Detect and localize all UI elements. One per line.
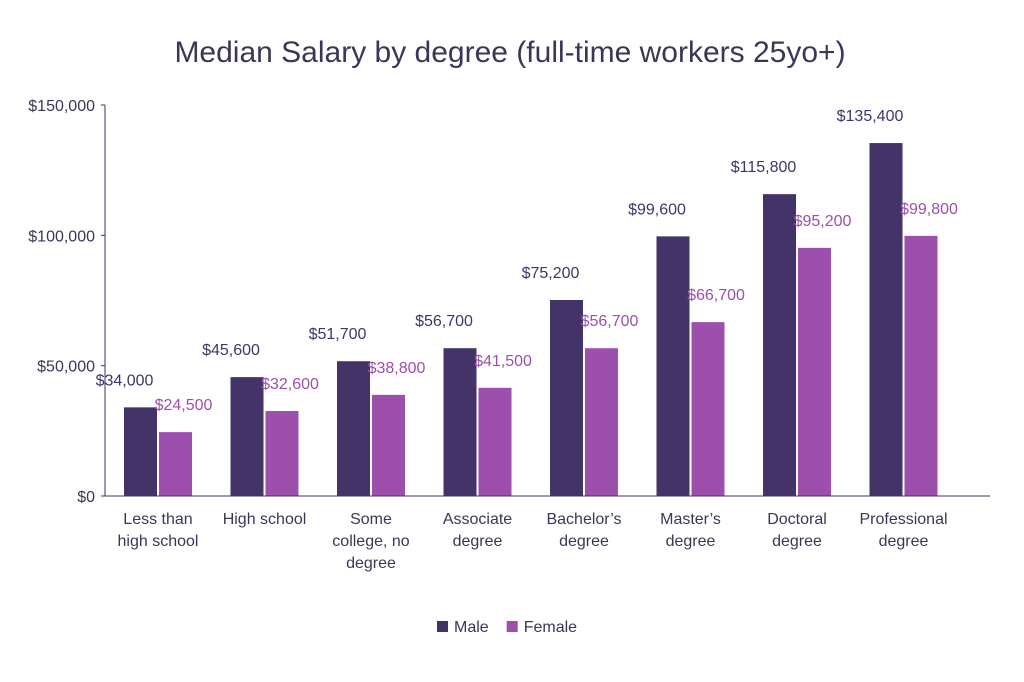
bar-male [230,377,264,496]
bar-female [159,432,192,496]
data-label-female: $24,500 [155,397,213,414]
y-tick-label: $150,000 [28,98,95,115]
data-label-female: $38,800 [368,360,426,377]
x-tick-label: Bachelor’s degree [546,511,621,550]
x-tick-label: Less than high school [118,511,199,550]
y-axis: $0 $50,000 $100,000 $150,000 [28,98,106,506]
bar-male [869,143,903,497]
bar-female [265,411,299,496]
bar-female [585,348,618,496]
data-label-male: $51,700 [309,326,367,343]
x-axis: Less than high school High school Some colle… [105,495,990,572]
data-label-female: $95,200 [794,213,852,230]
y-tick-label: $50,000 [37,359,95,376]
x-tick-label: Some college, no degree [332,511,409,572]
bar-female [372,394,405,496]
bar-female [478,387,512,496]
data-label-female: $99,800 [900,201,958,218]
legend-swatch-female [506,621,518,632]
x-tick-label: Master’s degree [660,511,721,550]
legend: Male Female [437,619,577,636]
x-tick-label: Associate degree [443,511,512,550]
data-label-male: $45,600 [202,342,260,359]
bar-male [763,194,796,496]
data-label-female: $66,700 [687,287,745,304]
legend-swatch-male [437,621,448,632]
x-tick-label: Professional degree [859,511,947,550]
y-tick-label: $0 [77,489,95,506]
data-label-male: $115,800 [731,159,797,176]
data-label-male: $34,000 [96,372,154,389]
bar-female [904,235,938,496]
bars [124,143,938,497]
data-label-male: $99,600 [628,201,686,218]
data-labels: $34,000$24,500 $45,600$32,600 $51,700$38,8… [96,108,958,414]
y-tick-label: $100,000 [28,228,95,245]
data-label-female: $32,600 [261,376,319,393]
chart-title: Median Salary by degree (full-time worke… [174,36,845,69]
legend-label-female: Female [524,619,577,636]
x-tick-label: High school [223,511,307,528]
data-label-male: $56,700 [415,313,473,330]
x-tick-label: Doctoral degree [767,511,827,550]
bar-male [656,236,690,496]
bar-male [124,407,157,496]
bar-female [798,247,831,496]
data-label-male: $75,200 [522,265,580,282]
data-label-female: $56,700 [581,313,639,330]
bar-female [691,322,725,496]
bar-male [337,361,370,496]
bar-male [550,299,583,496]
data-label-male: $135,400 [837,108,904,125]
data-label-female: $41,500 [474,353,532,370]
bar-male [443,348,477,496]
legend-label-male: Male [454,619,489,636]
